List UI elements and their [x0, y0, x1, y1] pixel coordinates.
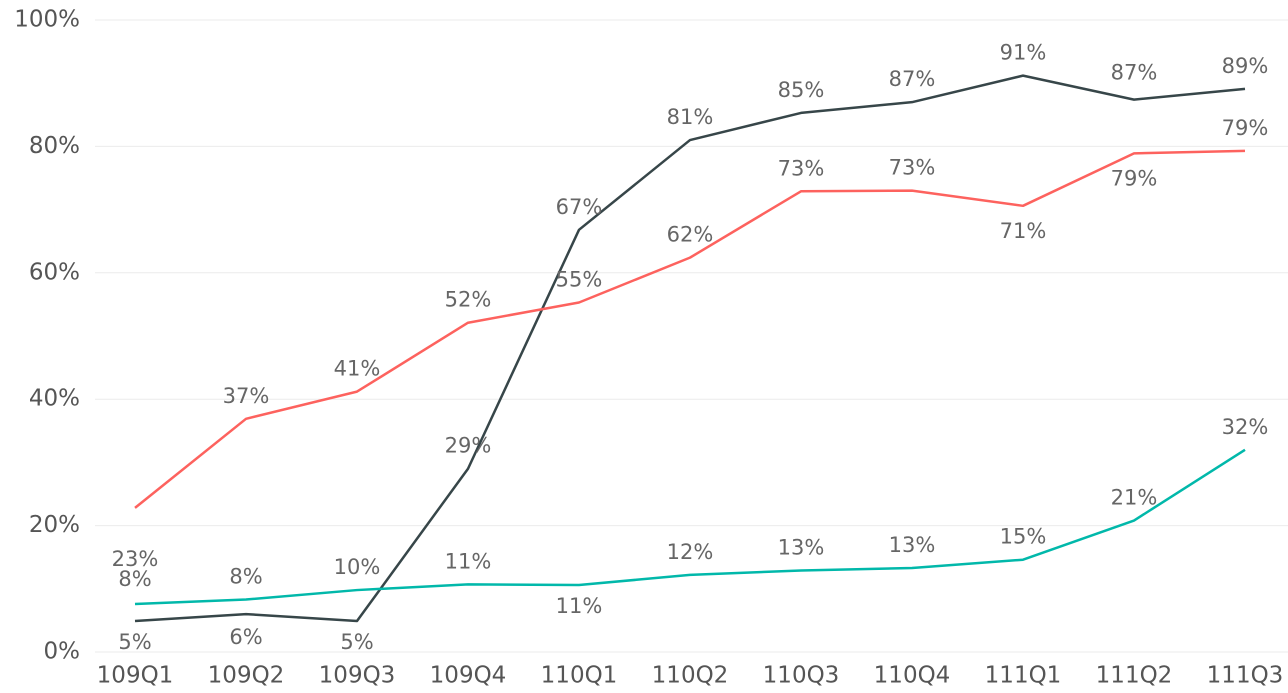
data-label: 5% — [340, 630, 373, 654]
x-tick-label: 109Q2 — [208, 663, 285, 689]
series-line — [134, 448, 1246, 606]
data-label: 8% — [229, 565, 262, 589]
x-tick-label: 111Q1 — [985, 663, 1062, 689]
y-tick-label: 60% — [29, 259, 80, 285]
x-tick-label: 111Q2 — [1096, 663, 1173, 689]
data-label: 73% — [778, 156, 825, 180]
x-tick-label: 110Q4 — [874, 663, 951, 689]
data-label: 55% — [556, 268, 603, 292]
data-label: 87% — [889, 67, 936, 91]
data-label: 91% — [1000, 41, 1047, 65]
data-label: 29% — [445, 434, 492, 458]
data-label: 11% — [445, 549, 492, 573]
x-tick-label: 109Q3 — [319, 663, 396, 689]
data-label: 73% — [889, 156, 936, 180]
x-tick-label: 111Q3 — [1207, 663, 1284, 689]
data-label: 32% — [1222, 415, 1269, 439]
data-label: 67% — [556, 195, 603, 219]
data-label: 79% — [1111, 166, 1158, 190]
data-label: 12% — [667, 540, 714, 564]
data-label: 13% — [778, 535, 825, 559]
data-label: 5% — [118, 630, 151, 654]
data-label: 81% — [667, 105, 714, 129]
data-label: 71% — [1000, 219, 1047, 243]
data-label: 6% — [229, 625, 262, 649]
x-tick-label: 109Q4 — [430, 663, 507, 689]
data-label: 79% — [1222, 116, 1269, 140]
data-label: 15% — [1000, 525, 1047, 549]
series-line — [134, 149, 1246, 509]
x-tick-label: 110Q1 — [541, 663, 618, 689]
x-tick-label: 109Q1 — [97, 663, 174, 689]
data-label: 23% — [112, 547, 159, 571]
y-tick-label: 80% — [29, 133, 80, 159]
data-label: 11% — [556, 594, 603, 618]
y-tick-label: 20% — [29, 512, 80, 538]
y-tick-label: 0% — [44, 639, 81, 665]
data-label: 21% — [1111, 486, 1158, 510]
data-label: 37% — [223, 384, 270, 408]
x-tick-label: 110Q3 — [763, 663, 840, 689]
series-line — [134, 74, 1246, 623]
data-label: 10% — [334, 555, 381, 579]
x-tick-label: 110Q2 — [652, 663, 729, 689]
data-label: 13% — [889, 533, 936, 557]
y-tick-label: 40% — [29, 386, 80, 412]
y-tick-label: 100% — [14, 7, 80, 33]
data-label: 8% — [118, 567, 151, 591]
data-label: 62% — [667, 223, 714, 247]
data-label: 85% — [778, 78, 825, 102]
data-label: 52% — [445, 288, 492, 312]
data-label: 89% — [1222, 54, 1269, 78]
data-label: 87% — [1111, 61, 1158, 85]
data-label: 41% — [334, 357, 381, 381]
